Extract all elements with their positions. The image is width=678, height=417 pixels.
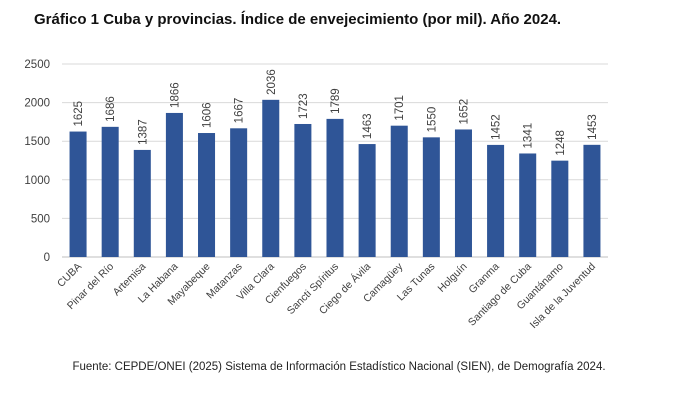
source-note: Fuente: CEPDE/ONEI (2025) Sistema de Inf…: [72, 361, 606, 373]
bar: [358, 144, 376, 257]
bar: [69, 131, 87, 257]
bar: [454, 129, 472, 257]
data-label: 1667: [234, 98, 246, 124]
chart-title: Gráfico 1 Cuba y provincias. Índice de e…: [34, 11, 562, 28]
bar: [101, 126, 119, 258]
bar: [519, 153, 537, 257]
data-label: 1387: [137, 119, 149, 145]
x-tick-label: CUBA: [55, 261, 84, 290]
data-label: 1453: [587, 114, 599, 140]
data-label: 1341: [523, 123, 535, 149]
bar: [583, 144, 601, 257]
x-tick-label: Holguín: [436, 261, 470, 295]
y-tick-label: 1500: [24, 136, 50, 148]
y-tick-label: 0: [44, 252, 50, 264]
bar: [326, 118, 344, 258]
bar: [230, 128, 248, 257]
bar: [133, 149, 151, 257]
y-tick-label: 2500: [24, 59, 50, 71]
bar: [422, 137, 440, 257]
data-label: 1606: [202, 102, 214, 128]
data-label: 1452: [491, 114, 503, 140]
bar: [262, 99, 280, 257]
bar: [294, 123, 312, 257]
y-tick-label: 1000: [24, 175, 50, 187]
data-label: 1701: [394, 95, 406, 121]
data-label: 1463: [362, 113, 374, 139]
data-label: 2036: [266, 69, 278, 95]
bar: [198, 133, 216, 257]
bar: [165, 112, 183, 258]
data-label: 1652: [458, 99, 470, 125]
bars: [69, 99, 601, 258]
data-label: 1248: [555, 130, 567, 156]
data-label: 1723: [298, 93, 310, 119]
data-label: 1866: [169, 82, 181, 108]
bar: [390, 125, 408, 257]
bar: [551, 160, 569, 257]
data-label: 1625: [73, 101, 85, 127]
y-axis-ticks: 0 500 1000 1500 2000 2500: [24, 59, 50, 264]
data-label: 1550: [426, 107, 438, 133]
y-tick-label: 2000: [24, 98, 50, 110]
data-labels: 1625 1686 1387 1866 1606 1667 2036 1723 1789 1463…: [73, 69, 599, 155]
data-label: 1686: [105, 96, 117, 122]
data-label: 1789: [330, 88, 342, 114]
bar: [487, 144, 505, 257]
y-tick-label: 500: [31, 213, 50, 225]
